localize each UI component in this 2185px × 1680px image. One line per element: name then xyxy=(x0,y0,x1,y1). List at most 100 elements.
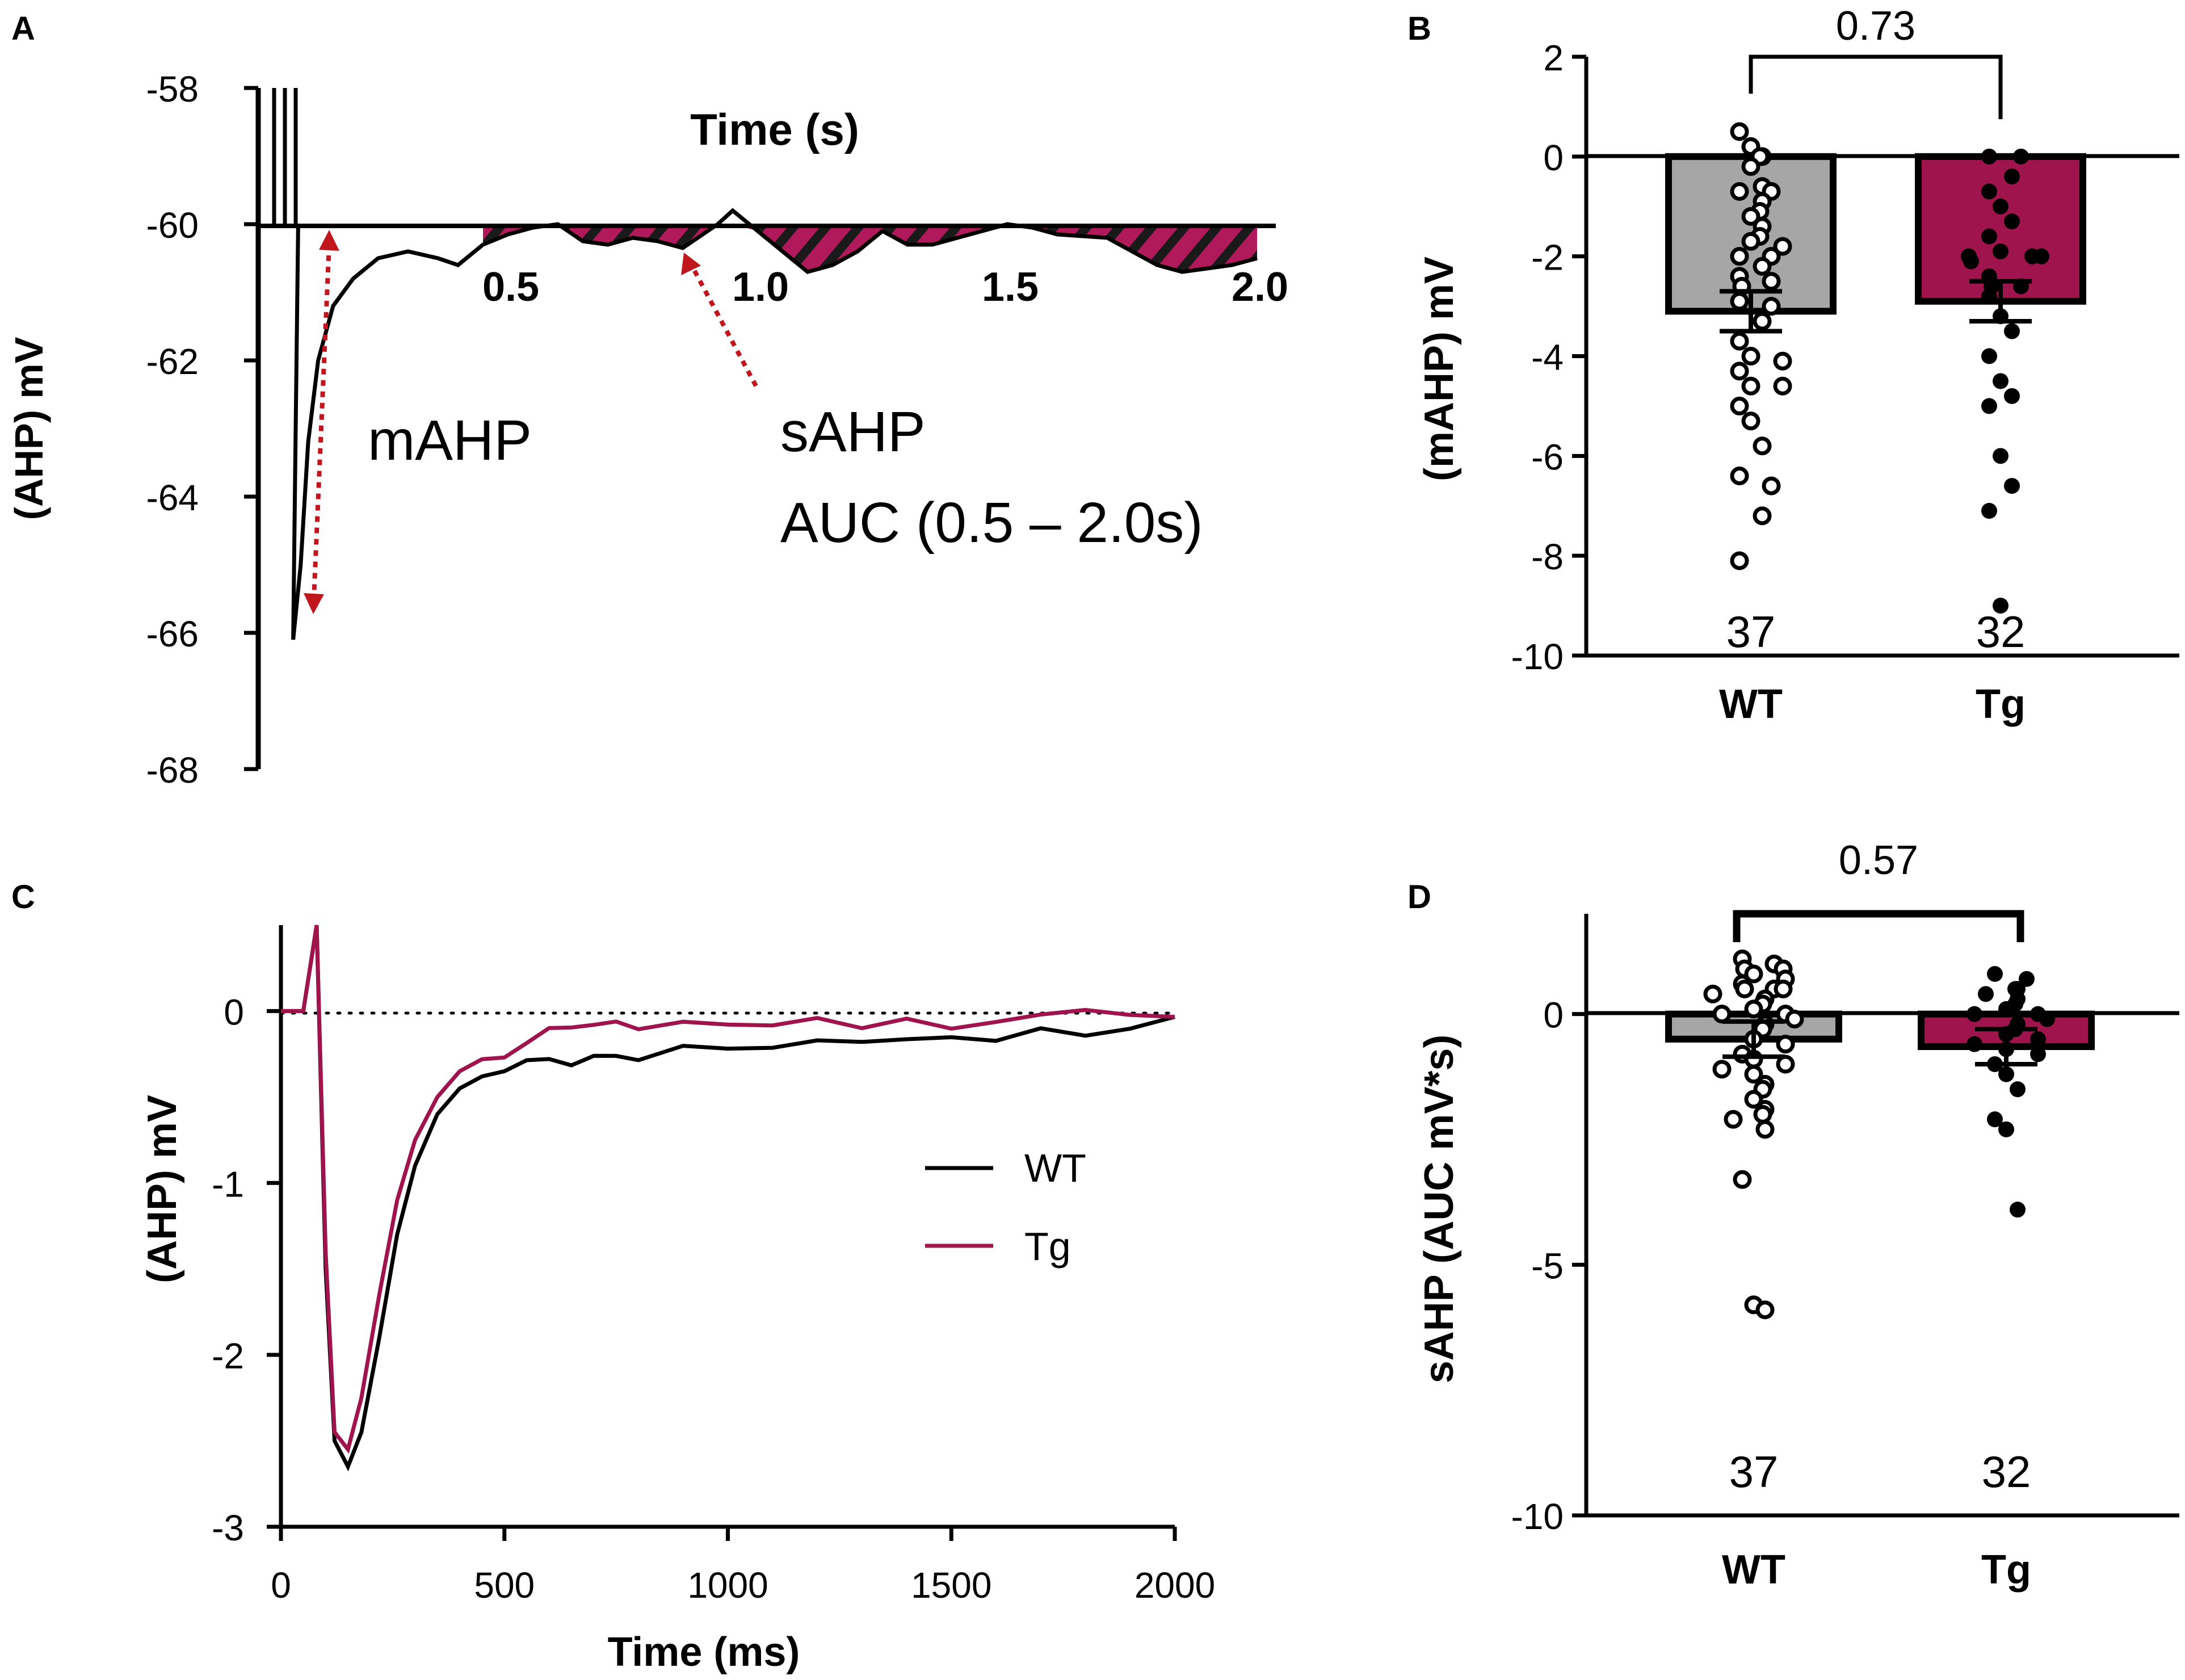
a-mahp-arrowhead-top xyxy=(319,230,339,251)
c-x-tick-label: 2000 xyxy=(1134,1565,1215,1606)
d-point-tg xyxy=(2039,1011,2055,1027)
d-n-wt: 37 xyxy=(1729,1447,1779,1497)
a-x-tick-label: 2.0 xyxy=(1232,264,1288,310)
c-y-tick-label: -1 xyxy=(212,1164,244,1204)
c-x-tick-label: 0 xyxy=(271,1565,291,1606)
b-point-wt xyxy=(1773,351,1792,371)
b-point-tg xyxy=(2004,323,2020,339)
panel-b: 2 0 -2 -4 -6 -8 -10 (mAHP) mV 0.73 37 32 WT Tg xyxy=(1417,3,2179,727)
b-point-tg xyxy=(2004,388,2020,404)
a-auc-label: AUC (0.5 – 2.0s) xyxy=(780,491,1203,555)
b-y-tick-label: -4 xyxy=(1531,337,1564,378)
d-x-label-tg: Tg xyxy=(1981,1547,2031,1593)
panel-label-b: B xyxy=(1407,10,1431,47)
d-point-wt xyxy=(1724,1110,1743,1129)
b-y-tick-label: -10 xyxy=(1511,636,1564,677)
d-y-tick-label: -5 xyxy=(1531,1245,1564,1286)
panel-a: -58 -60 -62 -64 -66 -68 (AHP) mV Time (s) 0.5… xyxy=(7,69,1288,791)
b-y-tick-label: -6 xyxy=(1531,436,1564,477)
b-point-tg xyxy=(1981,183,1997,200)
d-point-tg xyxy=(2030,1031,2046,1047)
b-n-tg: 32 xyxy=(1976,607,2026,657)
d-point-wt xyxy=(1755,1300,1775,1320)
b-y-tick-label: 0 xyxy=(1543,137,1564,178)
b-y-tick-label: -2 xyxy=(1531,237,1564,278)
b-point-wt xyxy=(1773,376,1792,396)
b-point-wt xyxy=(1741,207,1760,226)
panel-label-a: A xyxy=(11,10,35,47)
c-y-tick-label: -3 xyxy=(212,1507,244,1548)
a-y-tick-label: -60 xyxy=(146,205,199,246)
b-point-tg xyxy=(2004,169,2020,184)
b-point-wt xyxy=(1730,396,1749,415)
b-significance-bracket xyxy=(1749,54,2003,119)
d-point-tg xyxy=(2010,1081,2026,1098)
b-point-tg xyxy=(2004,213,2020,230)
b-point-tg xyxy=(1993,373,2008,389)
b-y-tick-label: -8 xyxy=(1531,536,1564,577)
b-point-wt xyxy=(1730,331,1749,351)
b-p-value: 0.73 xyxy=(1836,3,1915,49)
a-sahp-label: sAHP xyxy=(780,400,926,464)
panel-d: 0 -5 -10 sAHP (AUC mV*s) 0.57 37 32 WT Tg xyxy=(1417,838,2179,1593)
b-point-wt xyxy=(1730,467,1749,485)
d-point-wt xyxy=(1712,1005,1732,1024)
a-mahp-arrowhead-bottom xyxy=(304,593,324,614)
c-x-tick-label: 1500 xyxy=(911,1565,991,1606)
b-point-tg xyxy=(1981,148,1997,165)
c-wt-trace xyxy=(281,925,1175,1472)
b-point-wt xyxy=(1730,551,1749,570)
b-point-tg xyxy=(1993,243,2008,259)
d-point-wt xyxy=(1703,984,1722,1003)
b-point-tg xyxy=(1981,398,1997,414)
d-point-tg xyxy=(1998,1001,2014,1017)
b-point-tg xyxy=(1981,503,1997,519)
d-point-tg xyxy=(1987,966,2003,982)
b-point-wt xyxy=(1730,182,1749,201)
b-point-wt xyxy=(1741,376,1760,396)
b-point-tg xyxy=(1981,228,1997,245)
b-point-wt xyxy=(1753,312,1772,331)
a-mahp-label: mAHP xyxy=(368,409,532,472)
b-y-tick-label: 2 xyxy=(1543,37,1564,78)
a-x-tick-label: 0.5 xyxy=(482,264,539,310)
c-x-tick-label: 500 xyxy=(474,1565,535,1606)
a-mahp-arrow xyxy=(312,243,331,599)
d-x-label-wt: WT xyxy=(1722,1547,1785,1593)
d-point-wt xyxy=(1733,1170,1752,1189)
d-point-tg xyxy=(1966,1036,1982,1052)
b-point-wt xyxy=(1730,292,1749,311)
d-point-wt xyxy=(1753,1104,1772,1124)
d-point-tg xyxy=(2010,1202,2026,1218)
a-y-label: (AHP) mV xyxy=(7,337,51,520)
b-y-label: (mAHP) mV xyxy=(1417,257,1462,481)
d-point-tg xyxy=(2030,1046,2046,1062)
b-point-wt xyxy=(1753,436,1772,456)
c-y-tick-label: -2 xyxy=(212,1335,244,1376)
b-point-tg xyxy=(2033,248,2049,264)
b-x-label-wt: WT xyxy=(1719,682,1783,727)
b-point-wt xyxy=(1773,237,1792,256)
b-point-wt xyxy=(1762,297,1781,316)
a-title: Time (s) xyxy=(690,104,859,154)
b-point-wt xyxy=(1753,257,1772,276)
b-point-wt xyxy=(1730,247,1749,266)
a-y-tick-label: -58 xyxy=(146,69,199,110)
b-point-tg xyxy=(2004,478,2020,494)
d-n-tg: 32 xyxy=(1982,1447,2031,1497)
d-point-wt xyxy=(1776,1055,1795,1074)
d-point-wt xyxy=(1744,964,1763,984)
d-y-label: sAHP (AUC mV*s) xyxy=(1417,1035,1462,1384)
d-point-wt xyxy=(1744,1090,1763,1109)
a-sahp-arrowhead xyxy=(681,253,701,275)
a-y-tick-label: -64 xyxy=(146,477,199,518)
d-point-wt xyxy=(1744,999,1763,1019)
c-y-tick-label: 0 xyxy=(224,992,244,1032)
d-point-tg xyxy=(1978,986,1994,1002)
d-point-tg xyxy=(1998,1066,2014,1082)
d-p-value: 0.57 xyxy=(1839,838,1918,883)
d-point-wt xyxy=(1776,1035,1795,1054)
a-y-tick-label: -66 xyxy=(146,614,199,654)
b-x-label-tg: Tg xyxy=(1976,682,2026,727)
b-point-tg xyxy=(1981,288,1997,304)
